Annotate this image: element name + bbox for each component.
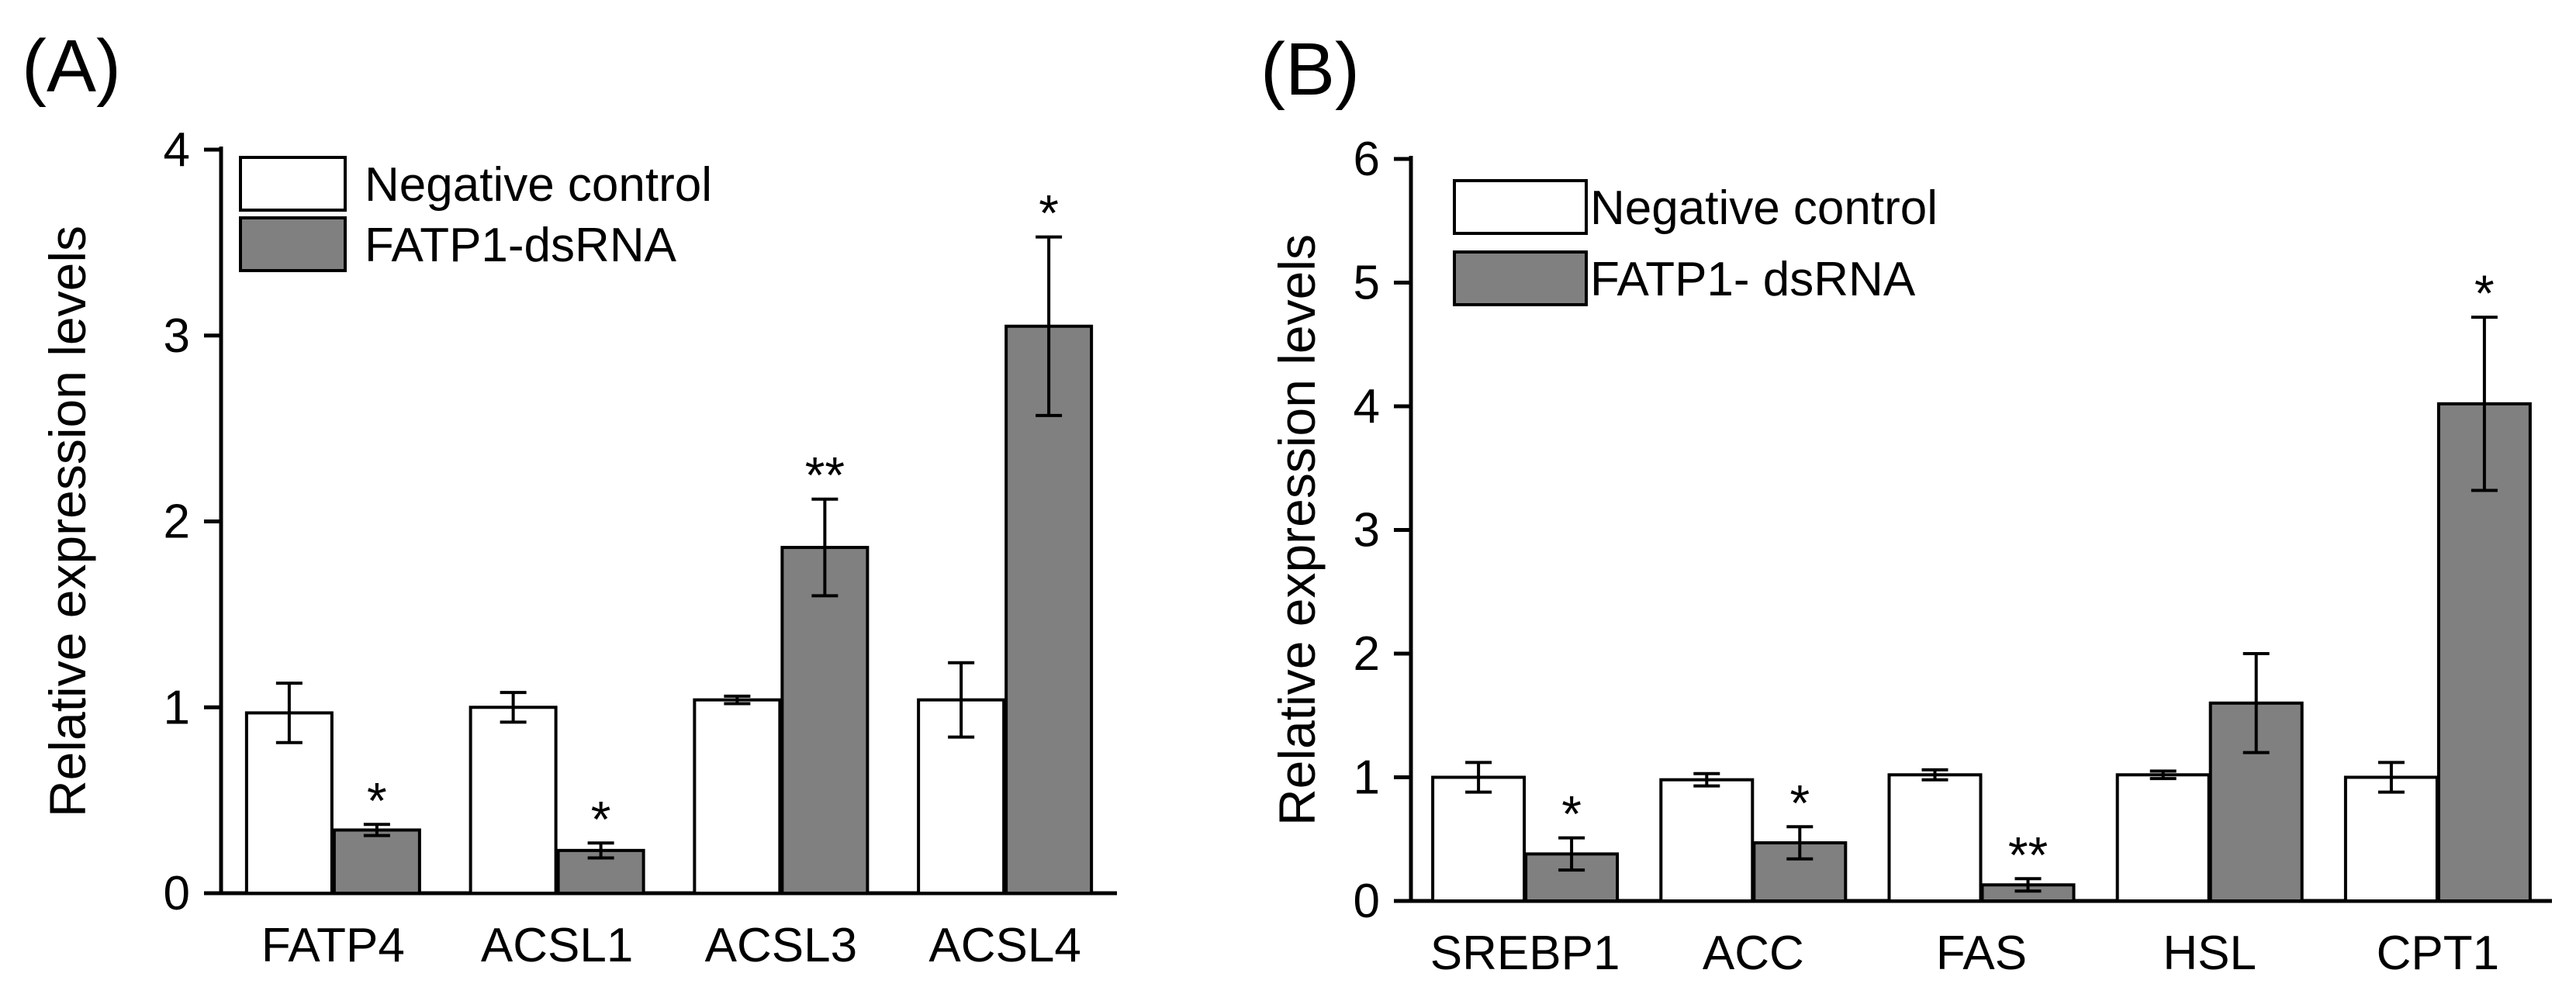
- x-category-label: HSL: [2163, 927, 2256, 980]
- y-tick-label: 0: [1354, 875, 1380, 928]
- panel-label: (A): [22, 25, 121, 108]
- x-category-label: SREBP1: [1430, 927, 1620, 980]
- significance-marker: *: [591, 790, 611, 847]
- y-axis-title: Relative expression levels: [39, 226, 96, 817]
- significance-marker: *: [1789, 774, 1810, 831]
- bar-negative-control: [2343, 775, 2439, 903]
- significance-marker: *: [367, 771, 387, 829]
- x-category-label: ACC: [1703, 927, 1804, 980]
- legend-label: Negative control: [365, 158, 712, 212]
- y-tick-label: 2: [1354, 627, 1380, 681]
- legend-swatch: [1453, 250, 1588, 306]
- legend: Negative control FATP1- dsRNA: [1453, 179, 1938, 306]
- legend-swatch: [239, 216, 347, 272]
- significance-marker: **: [2008, 826, 2048, 883]
- bar-negative-control: [1887, 773, 1983, 903]
- x-category-label: ACSL1: [481, 919, 633, 972]
- bar-fatp1-dsrna: [332, 828, 421, 895]
- bar-negative-control: [693, 698, 782, 895]
- significance-marker: **: [805, 447, 845, 504]
- y-tick-label: 6: [1354, 133, 1380, 186]
- y-tick-label: 3: [1354, 504, 1380, 557]
- significance-marker: *: [2474, 264, 2495, 322]
- y-axis-title: Relative expression levels: [1268, 234, 1326, 826]
- significance-marker: *: [1561, 785, 1582, 843]
- legend-label: FATP1- dsRNA: [1590, 253, 1916, 306]
- bar-negative-control: [1431, 775, 1527, 903]
- chart-panel-b: (B) Relative expression levels 0 1 2 3 4 5 6 * SRE…: [1260, 28, 2552, 980]
- panel-label: (B): [1260, 28, 1360, 111]
- y-tick-label: 4: [1354, 380, 1380, 433]
- chart-panel-a: (A) Relative expression levels 0 1 2 3 4 * FATP4…: [22, 25, 1117, 972]
- legend: Negative control FATP1-dsRNA: [239, 156, 712, 272]
- y-tick-label: 1: [164, 681, 190, 734]
- x-category-label: FATP4: [261, 919, 405, 972]
- legend-label: Negative control: [1590, 181, 1938, 235]
- bar-negative-control: [1659, 778, 1755, 903]
- legend-swatch: [1453, 179, 1588, 235]
- y-tick-label: 1: [1354, 751, 1380, 805]
- x-category-label: ACSL4: [928, 919, 1081, 972]
- x-category-label: ACSL3: [705, 919, 857, 972]
- y-tick-label: 4: [164, 123, 190, 177]
- bar-negative-control: [469, 706, 558, 895]
- legend-label: FATP1-dsRNA: [365, 219, 677, 272]
- bar-fatp1-dsrna: [780, 546, 870, 895]
- y-tick-label: 0: [164, 867, 190, 920]
- y-tick-label: 5: [1354, 257, 1380, 310]
- y-tick-label: 2: [164, 495, 190, 549]
- significance-marker: *: [1039, 185, 1059, 242]
- x-category-label: FAS: [1936, 927, 2027, 980]
- x-category-label: CPT1: [2377, 927, 2499, 980]
- bar-negative-control: [2115, 773, 2211, 903]
- y-tick-label: 3: [164, 309, 190, 363]
- legend-swatch: [239, 156, 347, 212]
